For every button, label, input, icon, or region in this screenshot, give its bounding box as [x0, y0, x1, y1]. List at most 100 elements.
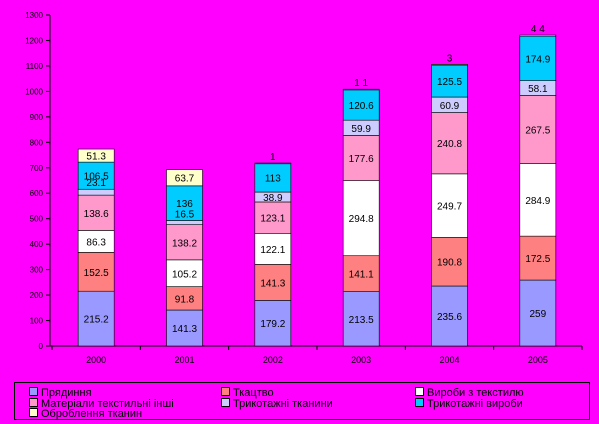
data-label: 141.3 [172, 324, 197, 335]
data-label: 23.1 [86, 178, 106, 189]
data-label: 105.2 [172, 269, 197, 280]
bar-segment [77, 188, 115, 196]
data-label: 58.1 [528, 84, 548, 95]
data-label: 51.3 [86, 152, 106, 163]
bar-segment [254, 162, 292, 193]
data-label: 152.5 [84, 268, 109, 279]
y-tick-label: 300 [30, 266, 44, 275]
data-label: 122.1 [260, 245, 285, 256]
x-tick-label: 2002 [263, 355, 283, 365]
legend-swatch [221, 387, 230, 396]
y-tick-label: 400 [30, 240, 44, 249]
data-label: 259 [529, 309, 546, 320]
bar-segment [519, 95, 557, 164]
bar-segment [254, 264, 292, 301]
data-label: 240.8 [437, 139, 462, 150]
legend-item-spinning: Прядиння [29, 387, 92, 399]
legend-item-textile-products: Вироби з текстилю [415, 387, 524, 399]
data-label: 284.9 [525, 196, 550, 207]
bar-segment [342, 255, 380, 292]
bar-segment [431, 173, 468, 238]
data-label: 190.8 [437, 258, 462, 269]
data-label: 60.9 [440, 101, 460, 112]
axes: 0100200300400500600700800900100011001200… [25, 11, 583, 365]
data-label: 1 [270, 152, 276, 163]
legend-item-weaving: Ткацтво [221, 387, 274, 399]
data-label: 138.2 [172, 238, 197, 249]
data-label: 4 4 [531, 24, 545, 35]
data-label: 136 [176, 199, 193, 210]
legend-item-other-textile: Матеріали текстильні інші [29, 398, 174, 410]
data-label: 3 [447, 53, 453, 64]
data-label: 1 1 [354, 78, 368, 89]
x-tick-label: 2001 [174, 355, 194, 365]
data-label: 86.3 [86, 237, 106, 248]
legend-swatch [29, 387, 38, 396]
data-label: 215.2 [84, 315, 109, 326]
x-tick-label: 2005 [528, 355, 548, 365]
y-tick-label: 1000 [25, 87, 43, 96]
y-tick-label: 100 [30, 317, 44, 326]
data-label: 113 [265, 174, 281, 185]
y-tick-label: 1300 [25, 11, 43, 20]
data-label: 59.9 [351, 124, 371, 135]
bar-segment [77, 148, 115, 163]
data-label: 213.5 [349, 315, 374, 326]
legend-item-knitted-fabrics: Трикотажні тканини [221, 398, 333, 410]
bar-segment [519, 35, 557, 81]
legend-label: Трикотажні вироби [427, 398, 523, 410]
legend: Прядиння Ткацтво Вироби з текстилю Матер… [14, 382, 590, 420]
bar-segment [166, 309, 203, 347]
y-tick-label: 800 [30, 138, 44, 147]
bar-segment [342, 135, 380, 181]
y-tick-label: 700 [30, 164, 44, 173]
data-label: 125.5 [437, 77, 462, 88]
bar-segment [254, 201, 292, 234]
x-tick-label: 2000 [86, 355, 106, 365]
data-label: 16.5 [175, 209, 195, 220]
data-label: 174.9 [525, 54, 550, 65]
data-label: 138.6 [84, 209, 109, 220]
legend-swatch [415, 398, 424, 407]
bar-segment [77, 161, 115, 190]
data-label: 141.1 [349, 270, 374, 281]
data-label: 38.9 [263, 193, 283, 204]
data-label: 120.6 [349, 101, 374, 112]
bar-segment [342, 89, 380, 121]
legend-swatch [415, 387, 424, 396]
y-tick-label: 500 [30, 215, 44, 224]
x-tick-label: 2004 [439, 355, 459, 365]
bar-segment [431, 64, 468, 66]
legend-swatch [221, 398, 230, 407]
x-tick-label: 2003 [351, 355, 371, 365]
data-label: 63.7 [175, 174, 195, 185]
bar-segment [166, 220, 203, 225]
bar-segment [431, 112, 468, 175]
y-tick-label: 200 [30, 291, 44, 300]
bar-segment [519, 279, 557, 347]
data-label: 106.5 [84, 172, 109, 183]
legend-swatch [29, 408, 38, 417]
bar-segment [519, 34, 557, 37]
y-tick-label: 600 [30, 189, 44, 198]
legend-item-knitted-products: Трикотажні вироби [415, 398, 523, 410]
bar-segment [431, 285, 468, 347]
legend-item-fabric-finishing: Оброблення тканин [29, 408, 142, 420]
data-label: 141.3 [260, 278, 285, 289]
legend-label: Оброблення тканин [41, 408, 143, 420]
data-label: 172.5 [525, 254, 550, 265]
data-label: 267.5 [525, 126, 550, 137]
bar-segment [166, 169, 203, 187]
legend-label: Матеріали текстильні інші [41, 398, 174, 410]
legend-swatch [29, 398, 38, 407]
y-tick-label: 0 [39, 342, 44, 351]
bar-segment [254, 300, 292, 347]
legend-label: Прядиння [41, 387, 92, 399]
bar-segment [166, 224, 203, 261]
bar-segment [342, 88, 380, 91]
data-label: 91.8 [175, 294, 195, 305]
data-label: 177.6 [349, 154, 374, 165]
legend-label: Трикотажні тканини [233, 398, 333, 410]
